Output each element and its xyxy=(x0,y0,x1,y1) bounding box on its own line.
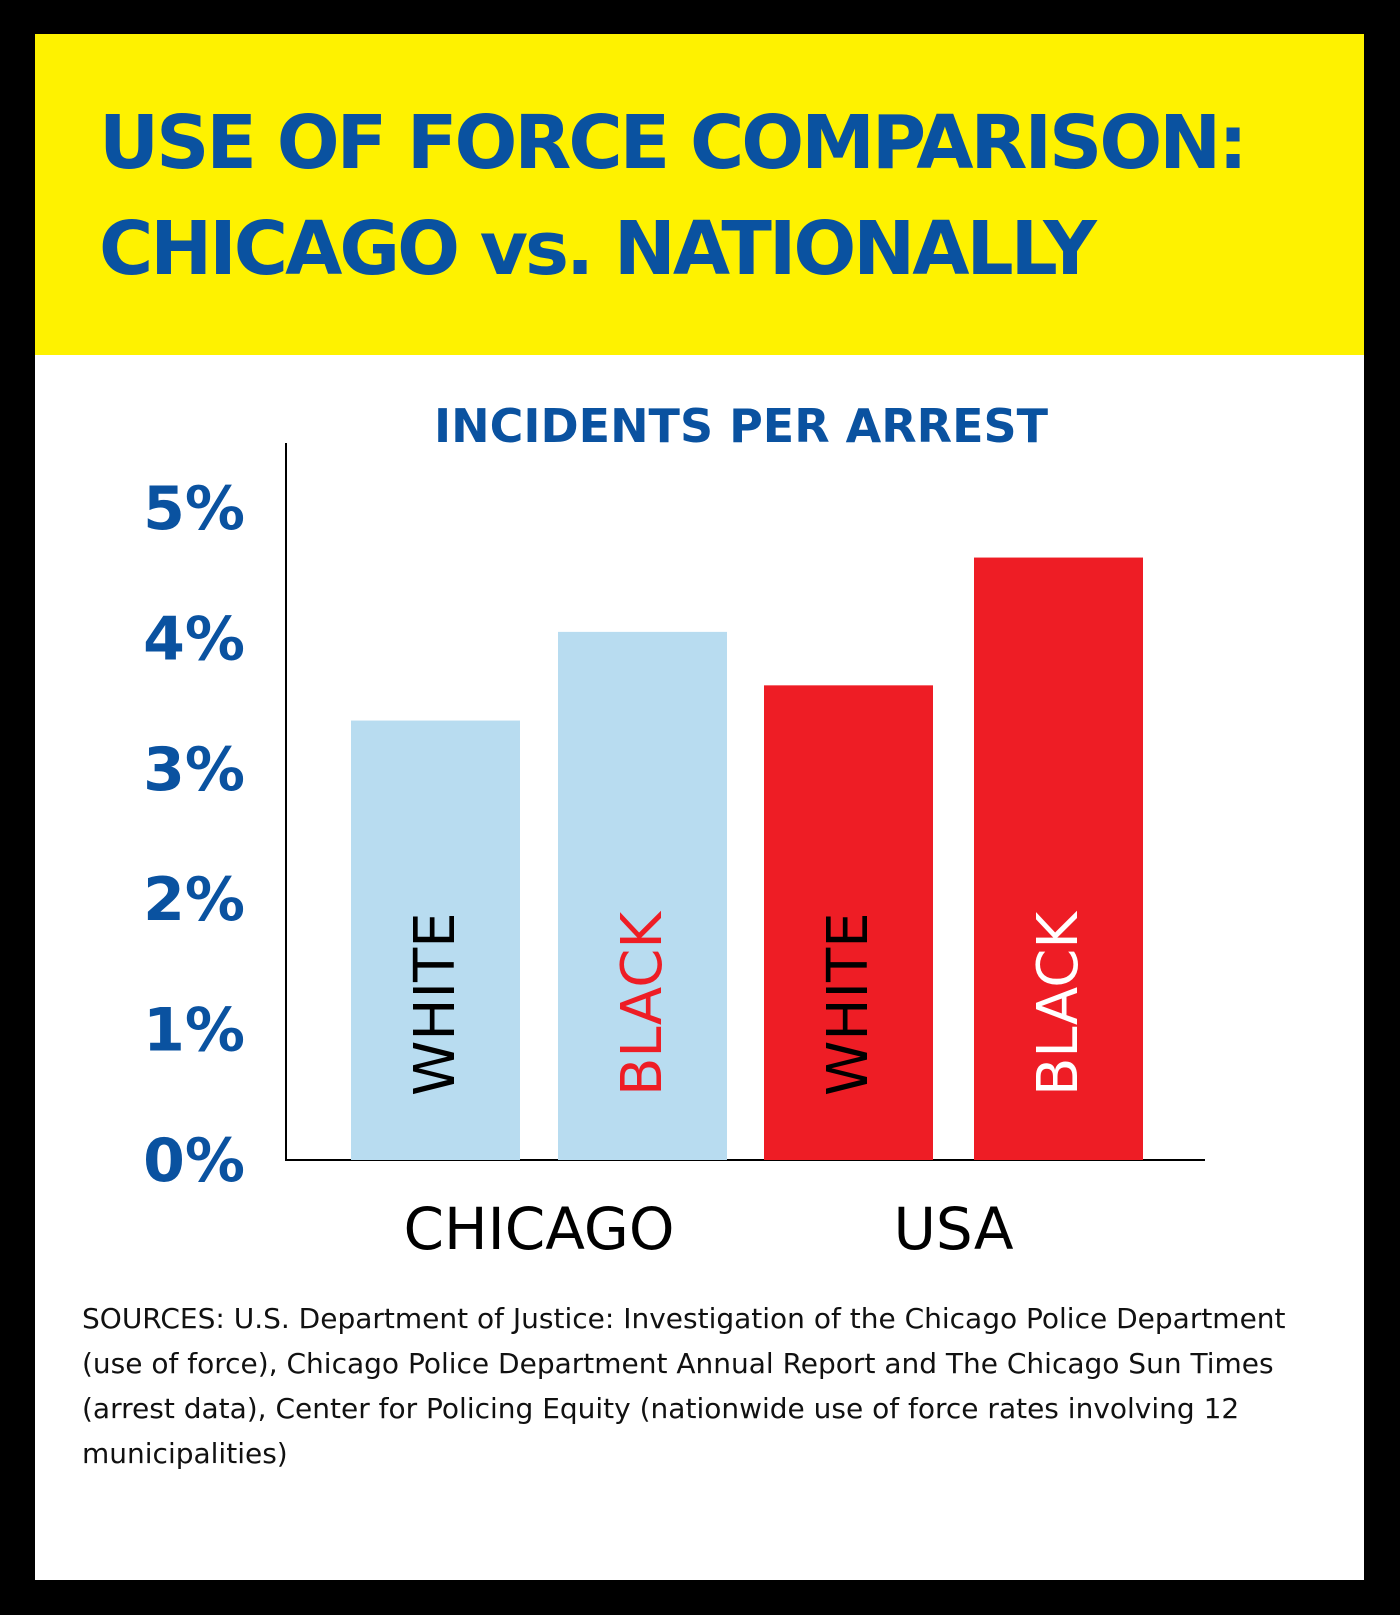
bar-label: BLACK xyxy=(610,911,675,1096)
category-label-usa: USA xyxy=(893,1195,1013,1263)
bar-chart: INCIDENTS PER ARREST 0% 1% 2% 3% 4% 5% WHITE B… xyxy=(143,399,1205,1263)
y-tick-label: 5% xyxy=(143,474,245,544)
bars: WHITE BLACK WHITE BLACK xyxy=(351,557,1143,1160)
y-tick-label: 2% xyxy=(143,865,245,935)
bar-label: WHITE xyxy=(403,912,468,1096)
y-tick-labels: 0% 1% 2% 3% 4% 5% xyxy=(143,474,245,1196)
bar-label: WHITE xyxy=(816,912,881,1096)
y-tick-label: 0% xyxy=(143,1126,245,1196)
infographic-frame: USE OF FORCE COMPARISON: CHICAGO vs. NAT… xyxy=(35,34,1364,1580)
title-line-2: CHICAGO vs. NATIONALLY xyxy=(99,206,1097,292)
category-labels: CHICAGO USA xyxy=(404,1195,1014,1263)
chart-subtitle: INCIDENTS PER ARREST xyxy=(434,399,1049,453)
bar-label: BLACK xyxy=(1026,911,1091,1096)
y-tick-label: 1% xyxy=(143,996,245,1066)
sources-note: SOURCES: U.S. Department of Justice: Inv… xyxy=(82,1302,1286,1470)
bar-chicago-white xyxy=(351,720,520,1160)
category-label-chicago: CHICAGO xyxy=(404,1195,675,1263)
title-line-1: USE OF FORCE COMPARISON: xyxy=(99,100,1248,186)
bar-chicago-black xyxy=(558,631,727,1160)
y-tick-label: 4% xyxy=(143,604,245,674)
title-banner: USE OF FORCE COMPARISON: CHICAGO vs. NAT… xyxy=(35,34,1364,355)
y-tick-label: 3% xyxy=(143,735,245,805)
bar-usa-black xyxy=(974,557,1143,1160)
bar-usa-white xyxy=(764,685,933,1160)
